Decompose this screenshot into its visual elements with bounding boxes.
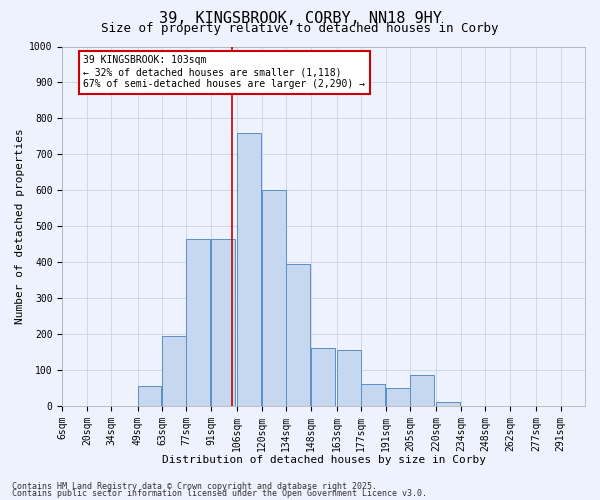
Y-axis label: Number of detached properties: Number of detached properties	[15, 128, 25, 324]
Bar	[436, 402, 460, 406]
Bar	[386, 388, 410, 406]
Bar	[311, 348, 335, 406]
Bar	[337, 350, 361, 406]
Text: 39 KINGSBROOK: 103sqm
← 32% of detached houses are smaller (1,118)
67% of semi-d: 39 KINGSBROOK: 103sqm ← 32% of detached …	[83, 56, 365, 88]
Bar	[361, 384, 385, 406]
Bar	[187, 239, 211, 406]
Text: 39, KINGSBROOK, CORBY, NN18 9HY: 39, KINGSBROOK, CORBY, NN18 9HY	[158, 11, 442, 26]
Bar	[262, 190, 286, 406]
Bar	[162, 336, 186, 406]
Bar	[237, 132, 261, 406]
Bar	[211, 239, 235, 406]
Bar	[137, 386, 161, 406]
Text: Contains HM Land Registry data © Crown copyright and database right 2025.: Contains HM Land Registry data © Crown c…	[12, 482, 377, 491]
Bar	[286, 264, 310, 406]
Bar	[410, 376, 434, 406]
Text: Contains public sector information licensed under the Open Government Licence v3: Contains public sector information licen…	[12, 489, 427, 498]
Text: Size of property relative to detached houses in Corby: Size of property relative to detached ho…	[101, 22, 499, 35]
X-axis label: Distribution of detached houses by size in Corby: Distribution of detached houses by size …	[161, 455, 485, 465]
